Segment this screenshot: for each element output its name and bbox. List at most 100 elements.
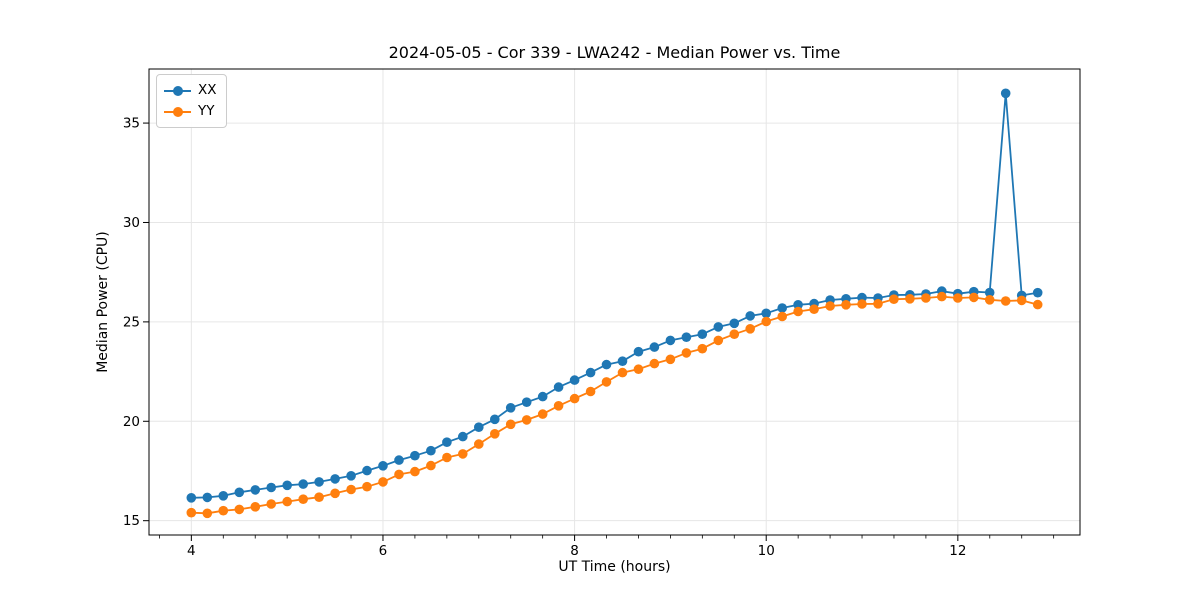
series-yy-marker	[537, 409, 548, 419]
series-xx-marker	[729, 318, 740, 329]
y-tick-label: 35	[123, 116, 140, 132]
series-xx-marker	[378, 461, 388, 471]
series-yy-marker	[984, 295, 995, 305]
series-yy-marker	[505, 419, 516, 430]
series-xx-marker	[314, 477, 324, 487]
series-yy-marker	[553, 401, 564, 411]
series-yy-marker	[777, 311, 787, 322]
series-xx-marker	[202, 492, 213, 503]
series-xx-marker	[218, 491, 229, 501]
x-tick-label: 12	[949, 543, 966, 559]
series-yy-marker	[1000, 296, 1011, 306]
series-yy-marker	[889, 294, 899, 305]
legend-swatch-xx	[164, 85, 191, 96]
y-tick-label: 25	[123, 314, 140, 330]
series-yy-marker	[490, 429, 500, 439]
series-yy-marker	[202, 508, 213, 519]
series-xx-marker	[617, 356, 628, 367]
series-yy-marker	[745, 324, 755, 334]
series-yy-marker	[873, 299, 883, 309]
series-yy-marker	[298, 494, 309, 505]
series-yy-marker	[937, 291, 947, 302]
series-yy-marker	[841, 300, 851, 310]
series-xx-marker	[282, 480, 293, 491]
series-yy-marker	[969, 292, 979, 303]
y-tick-label: 30	[123, 215, 140, 231]
series-yy-marker	[601, 377, 612, 387]
series-yy-marker	[1016, 295, 1027, 306]
series-xx-marker	[394, 455, 404, 465]
series-yy-marker	[793, 306, 803, 317]
series-xx-marker	[474, 422, 484, 433]
series-xx-marker	[346, 471, 356, 481]
plot-border	[148, 68, 1081, 536]
series-yy-marker	[761, 316, 771, 327]
series-yy-marker	[649, 358, 660, 369]
series-yy-marker	[729, 329, 740, 340]
series-yy-marker	[442, 452, 452, 463]
legend-label-xx: XX	[198, 81, 217, 98]
series-yy-marker	[410, 466, 420, 477]
series-xx-marker	[521, 397, 532, 408]
series-yy-marker	[474, 439, 484, 449]
series-yy-marker	[1032, 299, 1043, 310]
series-yy-marker	[521, 415, 532, 425]
series-xx-marker	[697, 329, 708, 340]
series-xx-marker	[1000, 88, 1011, 99]
series-yy-marker	[266, 499, 277, 509]
series-yy-marker	[346, 484, 356, 495]
series-xx-marker	[984, 287, 995, 298]
series-yy-marker	[234, 504, 245, 515]
series-yy-marker	[953, 293, 963, 303]
series-xx-marker	[569, 375, 580, 385]
series-xx-marker	[761, 308, 771, 319]
y-axis-label: Median Power (CPU)	[95, 231, 111, 373]
series-xx-marker	[745, 311, 755, 321]
series-yy-marker	[314, 492, 324, 503]
series-xx-marker	[186, 493, 197, 503]
legend-label-yy: YY	[198, 102, 215, 119]
series-xx-marker	[234, 487, 245, 498]
series-yy-marker	[426, 460, 436, 471]
series-xx-marker	[298, 479, 309, 489]
series-xx-marker	[633, 346, 644, 357]
series-xx-marker	[490, 414, 500, 425]
legend: XX YY	[156, 74, 227, 128]
series-yy-marker	[218, 505, 229, 516]
series-xx-marker	[410, 450, 420, 461]
series-yy-marker	[921, 293, 931, 303]
series-yy-marker	[825, 301, 835, 311]
series-xx-marker	[553, 382, 564, 392]
series-yy-marker	[681, 348, 692, 358]
x-tick-label: 4	[187, 543, 196, 559]
series-yy-marker	[617, 367, 628, 378]
series-yy-marker	[282, 496, 293, 507]
series-yy-marker	[697, 343, 708, 354]
series-yy-marker	[186, 507, 197, 518]
series-yy-marker	[809, 304, 819, 315]
x-tick-label: 8	[570, 543, 579, 559]
legend-item-xx: XX	[164, 80, 217, 101]
series-xx-marker	[362, 465, 372, 476]
series-xx-marker	[442, 437, 452, 448]
series-yy-marker	[857, 299, 867, 309]
series-xx-marker	[250, 485, 261, 495]
legend-marker-icon	[173, 106, 183, 117]
series-yy-marker	[713, 335, 724, 346]
series-xx-marker	[585, 367, 596, 378]
series-yy-marker	[378, 477, 388, 487]
series-yy-marker	[585, 386, 596, 397]
series-yy-marker	[250, 502, 261, 512]
series-xx-marker	[505, 403, 516, 413]
series-yy-marker	[394, 469, 404, 480]
series-xx-marker	[681, 332, 692, 343]
series-yy-marker	[905, 294, 915, 304]
series-xx-marker	[777, 303, 787, 313]
legend-item-yy: YY	[164, 101, 217, 122]
series-yy-marker	[362, 481, 372, 492]
series-yy-marker	[569, 393, 580, 404]
series-xx-marker	[1032, 287, 1043, 298]
series-yy-marker	[665, 354, 676, 365]
x-axis-label: UT Time (hours)	[558, 559, 671, 575]
